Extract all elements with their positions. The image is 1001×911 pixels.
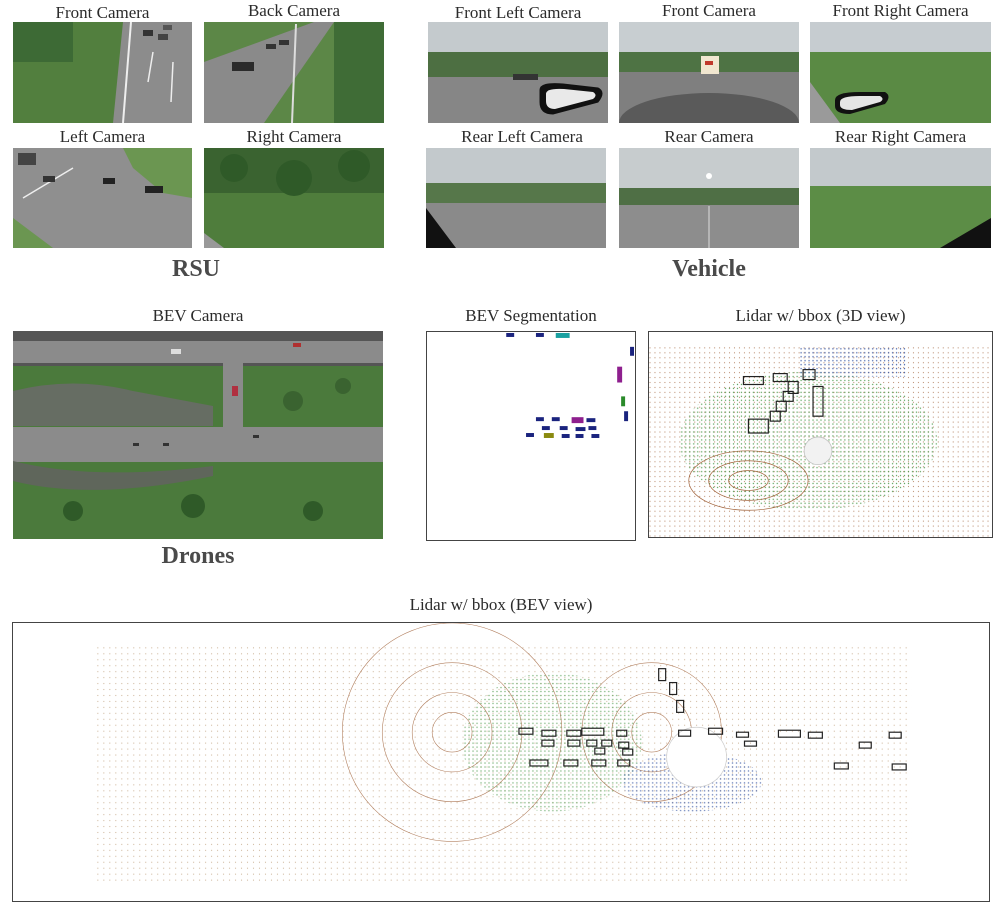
lidar-bbox <box>541 729 557 737</box>
vehicle-front-right-camera-title: Front Right Camera <box>832 1 969 20</box>
lidar-bbox <box>541 739 555 747</box>
seg-vehicle-mark <box>535 417 544 422</box>
lidar-bev-panel <box>12 622 990 902</box>
vehicle-front-camera-image <box>619 22 799 123</box>
seg-vehicle-mark <box>506 332 515 337</box>
lidar-bbox <box>622 748 634 756</box>
lidar-bbox <box>777 729 801 738</box>
seg-vehicle-mark <box>543 433 554 438</box>
lidar-bbox <box>782 390 794 402</box>
seg-vehicle-mark <box>575 434 584 438</box>
vehicle-rear-right-camera-image <box>810 148 991 248</box>
lidar-bbox <box>586 739 598 747</box>
lidar-bbox <box>769 410 781 422</box>
seg-vehicle-mark <box>555 332 570 338</box>
lidar-bbox <box>743 740 758 747</box>
rsu-front-camera-image <box>13 22 192 123</box>
rsu-group-label: RSU <box>171 256 220 282</box>
bev-camera-title: BEV Camera <box>152 306 244 325</box>
lidar-bbox <box>707 727 724 735</box>
lidar-bbox <box>888 731 902 739</box>
seg-vehicle-mark <box>526 433 534 437</box>
lidar-bbox <box>775 400 787 412</box>
vehicle-front-left-camera-title: Front Left Camera <box>454 3 582 22</box>
lidar-bev-title: Lidar w/ bbox (BEV view) <box>409 595 593 614</box>
vehicle-rear-camera-image <box>619 148 799 248</box>
rsu-front-camera-title: Front Camera <box>55 3 150 22</box>
seg-vehicle-mark <box>541 426 550 431</box>
lidar-bbox <box>591 759 607 767</box>
lidar-bbox <box>618 741 630 749</box>
seg-vehicle-mark <box>621 396 626 407</box>
seg-vehicle-mark <box>617 366 623 383</box>
seg-vehicle-mark <box>559 426 568 431</box>
lidar-bbox <box>601 739 613 747</box>
seg-vehicle-mark <box>588 426 597 431</box>
seg-vehicle-mark <box>561 434 570 438</box>
lidar-bbox <box>616 729 628 737</box>
seg-vehicle-mark <box>571 417 584 424</box>
vehicle-group-label: Vehicle <box>672 256 746 282</box>
lidar-bbox <box>833 762 849 770</box>
lidar-bbox <box>567 739 581 747</box>
lidar-bbox <box>807 731 823 739</box>
seg-vehicle-mark <box>535 332 544 337</box>
vehicle-front-camera-title: Front Camera <box>662 1 756 20</box>
lidar-bbox <box>858 741 872 749</box>
vehicle-front-right-camera-image <box>810 22 991 123</box>
vehicle-rear-camera-title: Rear Camera <box>664 127 754 146</box>
seg-vehicle-mark <box>551 417 560 422</box>
seg-vehicle-mark <box>575 427 586 432</box>
bev-segmentation-title: BEV Segmentation <box>465 306 597 325</box>
vehicle-front-left-camera-image <box>428 22 608 123</box>
rsu-left-camera-image <box>13 148 192 248</box>
lidar-bbox <box>812 385 824 417</box>
lidar-bbox <box>676 699 685 713</box>
rsu-right-camera-image <box>204 148 384 248</box>
lidar-bbox <box>742 375 764 386</box>
drones-group-label: Drones <box>161 543 235 569</box>
lidar-bbox <box>747 418 769 434</box>
lidar-bbox <box>678 729 692 737</box>
rsu-back-camera-title: Back Camera <box>247 1 341 20</box>
seg-vehicle-mark <box>630 346 635 356</box>
lidar-bbox <box>529 759 549 767</box>
lidar-bbox <box>891 763 907 771</box>
seg-vehicle-mark <box>586 418 596 423</box>
vehicle-rear-right-camera-title: Rear Right Camera <box>834 127 967 146</box>
lidar-3d-panel <box>648 331 993 538</box>
rsu-right-camera-title: Right Camera <box>246 127 342 146</box>
bev-segmentation-panel <box>426 331 636 541</box>
vehicle-rear-left-camera-title: Rear Left Camera <box>461 127 583 146</box>
lidar-bbox <box>658 668 667 682</box>
rsu-back-camera-image <box>204 22 384 123</box>
lidar-3d-title: Lidar w/ bbox (3D view) <box>735 306 906 325</box>
lidar-bbox <box>802 369 816 381</box>
vehicle-rear-left-camera-image <box>426 148 606 248</box>
bev-camera-image <box>13 331 383 539</box>
lidar-bbox <box>735 731 750 738</box>
lidar-bbox <box>669 681 678 696</box>
seg-vehicle-mark <box>624 411 629 422</box>
seg-vehicle-mark <box>591 434 600 438</box>
rsu-left-camera-title: Left Camera <box>59 127 146 146</box>
lidar-bbox <box>518 727 534 735</box>
lidar-bbox <box>594 747 606 755</box>
lidar-bbox <box>581 727 605 736</box>
lidar-bbox <box>617 759 631 767</box>
lidar-bbox <box>563 759 579 767</box>
lidar-bbox <box>566 729 582 737</box>
lidar-bbox <box>772 373 788 383</box>
